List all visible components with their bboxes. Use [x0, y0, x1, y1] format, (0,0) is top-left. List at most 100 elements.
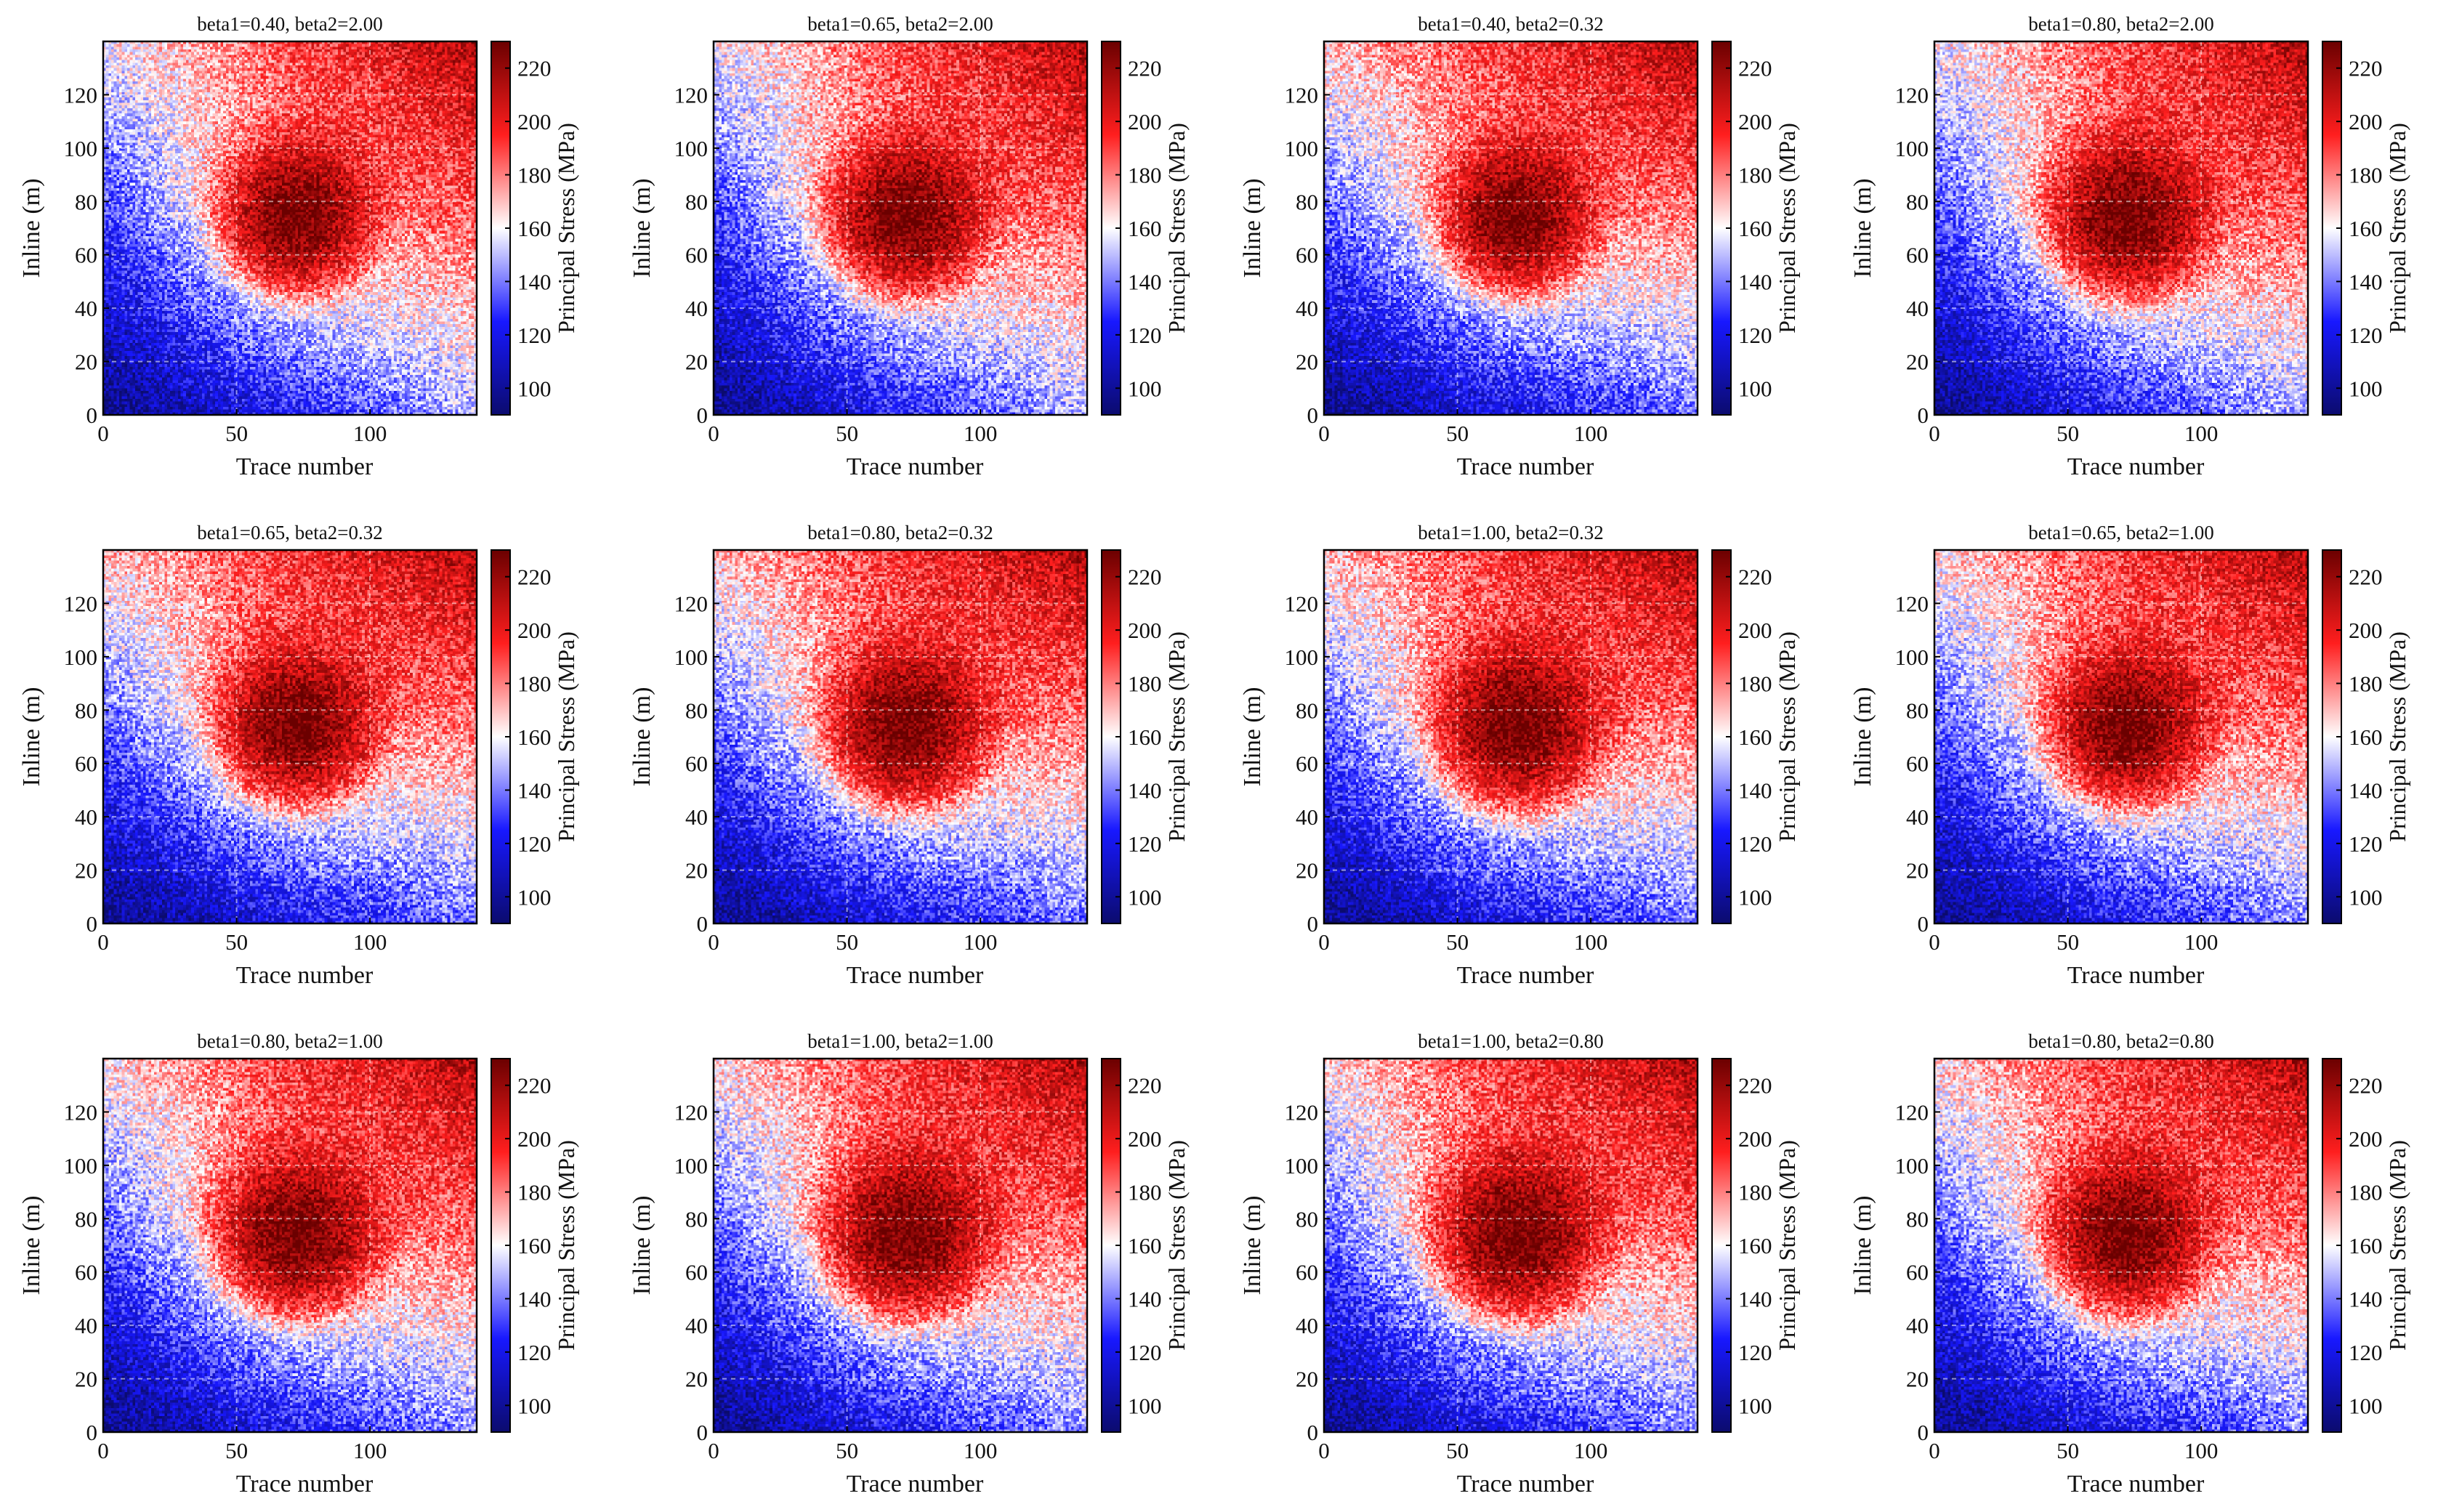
y-tick-label: 60 — [1296, 243, 1318, 268]
y-tick-label: 0 — [697, 1420, 709, 1445]
plot-frame — [1323, 1057, 1699, 1434]
colorbar-label: Principal Stress (MPa) — [2384, 123, 2410, 333]
y-tick-label: 0 — [1918, 911, 1929, 937]
x-tick-label: 100 — [964, 929, 998, 955]
x-tick-label: 100 — [353, 929, 387, 955]
colorbar-tick-label: 160 — [517, 1233, 552, 1258]
x-tick-label: 0 — [708, 421, 719, 446]
heatmap-image — [714, 550, 1087, 923]
colorbar-tick-label: 120 — [2349, 323, 2383, 348]
plot-frame — [1323, 40, 1699, 416]
x-tick-label: 50 — [2056, 1438, 2079, 1463]
y-tick-label: 0 — [86, 1420, 98, 1445]
colorbar-tick-label: 160 — [1738, 216, 1772, 241]
y-tick-label: 40 — [685, 804, 708, 830]
y-tick-label: 40 — [685, 296, 708, 321]
heatmap-panel: beta1=0.65, beta2=2.00 0 50 100 0 20 40 60 80 100… — [629, 13, 1190, 480]
colorbar-tick-label: 140 — [1128, 1286, 1162, 1311]
colorbar-tick-label: 200 — [1128, 1126, 1162, 1152]
colorbar-tick-label: 100 — [1128, 1393, 1162, 1418]
colorbar-tick-label: 180 — [517, 163, 552, 188]
y-tick-label: 0 — [86, 403, 98, 428]
x-axis-label: Trace number — [1457, 453, 1594, 480]
y-tick-label: 80 — [685, 189, 708, 214]
y-tick-label: 60 — [685, 1260, 708, 1285]
y-tick-label: 40 — [1296, 1313, 1318, 1338]
x-tick-label: 100 — [964, 421, 998, 446]
y-tick-label: 0 — [1307, 1420, 1319, 1445]
y-tick-label: 40 — [1906, 1313, 1929, 1338]
x-tick-label: 0 — [1318, 929, 1330, 955]
y-tick-label: 40 — [1296, 296, 1318, 321]
y-tick-label: 60 — [1906, 1260, 1929, 1285]
colorbar-tick-label: 120 — [517, 1340, 552, 1365]
y-tick-label: 60 — [685, 243, 708, 268]
y-tick-label: 20 — [1296, 858, 1318, 884]
y-tick-label: 120 — [1285, 1099, 1319, 1125]
heatmap-image — [1324, 550, 1698, 923]
y-tick-label: 100 — [1895, 136, 1929, 161]
y-tick-label: 40 — [1906, 296, 1929, 321]
y-tick-label: 40 — [75, 296, 97, 321]
heatmap-panel: beta1=0.65, beta2=0.32 0 50 100 0 20 40 60 80 100… — [18, 522, 579, 989]
x-tick-label: 100 — [2184, 421, 2219, 446]
colorbar-tick-label: 120 — [1128, 831, 1162, 857]
y-tick-label: 0 — [1307, 403, 1319, 428]
heatmap-image — [714, 41, 1087, 415]
heatmap-panel: beta1=0.40, beta2=2.00 0 50 100 0 20 40 60 80 100… — [18, 13, 579, 480]
y-tick-label: 120 — [674, 591, 709, 616]
heatmap-panel: beta1=0.80, beta2=0.80 0 50 100 0 20 40 60 80 100… — [1849, 1030, 2410, 1497]
x-tick-label: 100 — [1574, 1438, 1608, 1463]
colorbar-tick-label: 200 — [517, 618, 552, 643]
colorbar-tick-label: 180 — [517, 671, 552, 697]
colorbar-label: Principal Stress (MPa) — [553, 123, 579, 333]
y-tick-label: 20 — [75, 349, 97, 375]
y-tick-label: 20 — [1296, 1367, 1318, 1392]
colorbar-tick-label: 140 — [1128, 777, 1162, 803]
colorbar-tick-label: 140 — [1738, 269, 1772, 294]
y-tick-label: 0 — [86, 911, 98, 937]
colorbar-tick-label: 180 — [1128, 1180, 1162, 1205]
y-tick-label: 0 — [1918, 1420, 1929, 1445]
y-tick-label: 80 — [1296, 189, 1318, 214]
colorbar-tick-label: 220 — [1738, 565, 1772, 590]
panel-title: beta1=0.65, beta2=2.00 — [807, 13, 993, 35]
colorbar-tick-label: 140 — [517, 269, 552, 294]
y-tick-label: 80 — [685, 698, 708, 723]
x-tick-label: 100 — [1574, 421, 1608, 446]
x-axis-label: Trace number — [847, 962, 984, 989]
panel-title: beta1=0.80, beta2=0.32 — [807, 522, 993, 543]
heatmap-image — [103, 1059, 477, 1432]
y-tick-label: 20 — [685, 858, 708, 884]
colorbar-tick-label: 120 — [517, 831, 552, 857]
colorbar-tick-label: 180 — [1738, 163, 1772, 188]
y-tick-label: 40 — [685, 1313, 708, 1338]
colorbar-tick-label: 140 — [1128, 269, 1162, 294]
y-axis-label: Inline (m) — [629, 1196, 655, 1295]
y-axis-label: Inline (m) — [1239, 687, 1266, 787]
heatmap-image — [1934, 550, 2308, 923]
colorbar-tick-label: 220 — [1128, 56, 1162, 81]
colorbar-tick-label: 160 — [2349, 724, 2383, 750]
y-tick-label: 100 — [64, 1153, 98, 1179]
colorbar-tick-label: 220 — [1128, 565, 1162, 590]
y-tick-label: 100 — [1895, 644, 1929, 670]
y-tick-label: 120 — [64, 591, 98, 616]
colorbar-tick-label: 120 — [1738, 323, 1772, 348]
heatmap-panel: beta1=0.80, beta2=1.00 0 50 100 0 20 40 60 80 100… — [18, 1030, 579, 1497]
y-tick-label: 80 — [685, 1206, 708, 1232]
x-tick-label: 100 — [353, 421, 387, 446]
x-tick-label: 50 — [836, 929, 858, 955]
y-tick-label: 100 — [674, 136, 709, 161]
y-axis-label: Inline (m) — [629, 179, 655, 278]
colorbar-tick-label: 140 — [2349, 269, 2383, 294]
colorbar-tick-label: 220 — [1738, 1073, 1772, 1099]
colorbar-tick-label: 140 — [517, 1286, 552, 1311]
x-tick-label: 50 — [1446, 929, 1469, 955]
colorbar-tick-label: 220 — [517, 1073, 552, 1099]
x-tick-label: 50 — [836, 1438, 858, 1463]
x-tick-label: 0 — [1318, 421, 1330, 446]
heatmap-image — [1934, 1059, 2308, 1432]
y-tick-label: 20 — [1906, 349, 1929, 375]
x-axis-label: Trace number — [847, 1471, 984, 1497]
